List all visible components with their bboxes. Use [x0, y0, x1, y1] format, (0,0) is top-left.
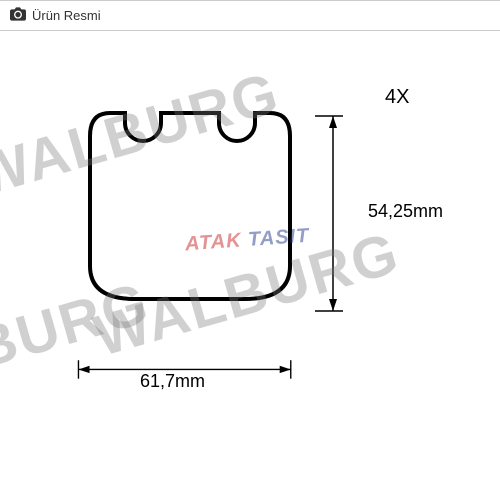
height-dimension-line — [315, 111, 355, 331]
technical-diagram: 61,7mm 54,25mm 4X WALBURG WALBURG WALBUR… — [0, 31, 500, 481]
quantity-label: 4X — [385, 86, 409, 109]
width-label: 61,7mm — [140, 371, 205, 392]
product-image-header: Ürün Resmi — [0, 0, 500, 31]
camera-icon — [10, 7, 26, 24]
brake-pad-outline — [80, 101, 300, 311]
height-label: 54,25mm — [368, 201, 443, 222]
header-label: Ürün Resmi — [32, 8, 101, 23]
